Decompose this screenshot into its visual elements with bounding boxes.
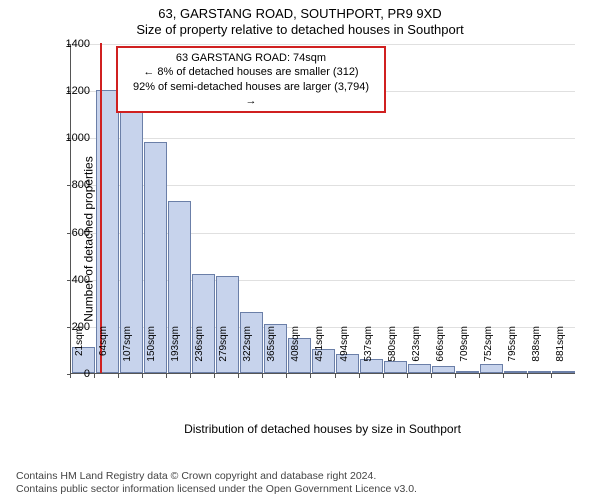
xtick-mark [166,374,167,378]
infobox-line2: ← 8% of detached houses are smaller (312… [126,65,376,79]
xtick-label: 193sqm [170,326,181,376]
ytick-label: 800 [55,179,90,191]
xtick-label: 666sqm [435,326,446,376]
xtick-mark [262,374,263,378]
xtick-mark [286,374,287,378]
xtick-label: 709sqm [459,326,470,376]
xtick-mark [118,374,119,378]
xtick-mark [310,374,311,378]
xtick-mark [431,374,432,378]
xtick-label: 322sqm [242,326,253,376]
ytick-label: 1200 [55,85,90,97]
xtick-mark [455,374,456,378]
xtick-mark [190,374,191,378]
footer-line1: Contains HM Land Registry data © Crown c… [16,470,584,483]
xtick-label: 623sqm [411,326,422,376]
xtick-mark [383,374,384,378]
infobox-line3: 92% of semi-detached houses are larger (… [126,80,376,109]
xtick-label: 752sqm [483,326,494,376]
xtick-mark [359,374,360,378]
page-title: 63, GARSTANG ROAD, SOUTHPORT, PR9 9XD [0,6,600,21]
xtick-label: 150sqm [146,326,157,376]
xtick-label: 107sqm [122,326,133,376]
gridline [71,138,575,139]
xtick-label: 838sqm [531,326,542,376]
footer-line2: Contains public sector information licen… [16,483,584,496]
xtick-label: 580sqm [387,326,398,376]
xtick-label: 236sqm [194,326,205,376]
xtick-mark [503,374,504,378]
xtick-mark [70,374,71,378]
xtick-label: 408sqm [290,326,301,376]
xtick-label: 279sqm [218,326,229,376]
xtick-mark [527,374,528,378]
ytick-label: 1400 [55,38,90,50]
xtick-mark [142,374,143,378]
xtick-mark [94,374,95,378]
xtick-mark [238,374,239,378]
footer-attribution: Contains HM Land Registry data © Crown c… [16,470,584,496]
xtick-mark [407,374,408,378]
x-axis-label: Distribution of detached houses by size … [70,422,575,436]
marker-infobox: 63 GARSTANG ROAD: 74sqm ← 8% of detached… [116,46,386,113]
xtick-label: 451sqm [314,326,325,376]
xtick-mark [479,374,480,378]
gridline [71,44,575,45]
xtick-mark [214,374,215,378]
xtick-label: 795sqm [507,326,518,376]
ytick-label: 400 [55,274,90,286]
xtick-label: 494sqm [339,326,350,376]
ytick-label: 600 [55,227,90,239]
xtick-mark [551,374,552,378]
xtick-label: 64sqm [98,326,109,376]
xtick-label: 881sqm [555,326,566,376]
page-subtitle: Size of property relative to detached ho… [0,22,600,37]
marker-line [100,43,102,373]
xtick-mark [335,374,336,378]
ytick-label: 1000 [55,132,90,144]
xtick-label: 365sqm [266,326,277,376]
xtick-label: 537sqm [363,326,374,376]
infobox-line1: 63 GARSTANG ROAD: 74sqm [126,51,376,65]
xtick-label: 21sqm [74,326,85,376]
